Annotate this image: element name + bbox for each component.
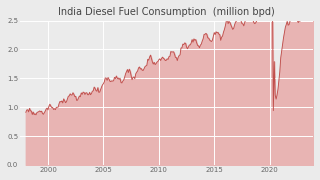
Title: India Diesel Fuel Consumption  (million bpd): India Diesel Fuel Consumption (million b… — [58, 7, 275, 17]
